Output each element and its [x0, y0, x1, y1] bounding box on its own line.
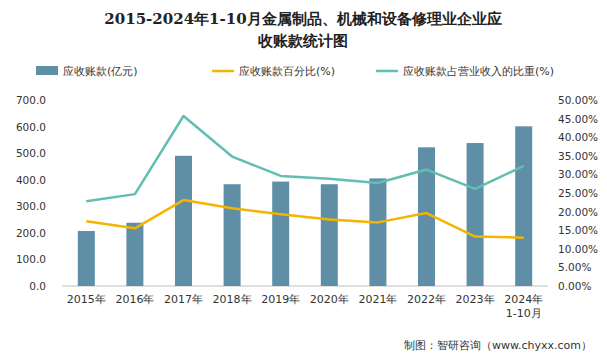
chart-title: 2015-2024年1-10月金属制品、机械和设备修理业企业应 — [104, 10, 501, 28]
x-tick-label: 1-10月 — [506, 307, 542, 320]
y-tick-label: 500.0 — [16, 147, 46, 159]
x-tick-label: 2023年 — [456, 293, 495, 306]
legend-label: 应收账款占营业收入的比重(%) — [403, 65, 554, 78]
y-tick-label: 700.0 — [16, 94, 46, 106]
legend-swatch — [212, 70, 234, 73]
y2-tick-label: 40.00% — [558, 131, 598, 143]
legend-label: 应收账款百分比(%) — [239, 65, 335, 78]
x-tick-label: 2019年 — [261, 293, 300, 306]
chart-title: 收账款统计图 — [258, 32, 348, 50]
x-tick-label: 2020年 — [310, 293, 349, 306]
y2-tick-label: 35.00% — [558, 150, 598, 162]
legend-swatch — [36, 66, 58, 75]
y2-tick-label: 10.00% — [558, 243, 598, 255]
line — [86, 116, 523, 201]
x-tick-label: 2022年 — [407, 293, 446, 306]
x-tick-label: 2018年 — [213, 293, 252, 306]
x-tick-label: 2021年 — [358, 293, 397, 306]
bar — [467, 143, 484, 286]
legend-item: 应收账款(亿元) — [36, 65, 138, 78]
y-tick-label: 600.0 — [16, 121, 46, 133]
x-tick-label: 2024年 — [504, 293, 543, 306]
y2-tick-label: 20.00% — [558, 206, 598, 218]
x-tick-label: 2017年 — [164, 293, 203, 306]
bar — [321, 184, 338, 286]
source-note: 制图：智研咨询（www.chyxx.com） — [404, 339, 592, 352]
y2-tick-label: 0.00% — [558, 280, 591, 292]
bar — [515, 126, 532, 286]
bar — [78, 231, 95, 286]
bar — [369, 178, 386, 286]
y2-tick-label: 15.00% — [558, 224, 598, 236]
x-tick-label: 2016年 — [115, 293, 154, 306]
legend-item: 应收账款占营业收入的比重(%) — [376, 65, 554, 78]
legend-swatch — [376, 70, 398, 73]
line — [86, 200, 523, 238]
bar — [126, 223, 143, 286]
bar — [272, 182, 289, 286]
y2-tick-label: 50.00% — [558, 94, 598, 106]
y-tick-label: 300.0 — [16, 200, 46, 212]
y-tick-label: 100.0 — [16, 253, 46, 265]
bar — [224, 184, 241, 286]
y-tick-label: 200.0 — [16, 227, 46, 239]
x-tick-label: 2015年 — [67, 293, 106, 306]
y2-tick-label: 25.00% — [558, 187, 598, 199]
legend-item: 应收账款百分比(%) — [212, 65, 335, 78]
y2-tick-label: 5.00% — [558, 261, 591, 273]
plot-area — [78, 116, 532, 286]
y2-tick-label: 45.00% — [558, 113, 598, 125]
bar — [175, 156, 192, 286]
y-tick-label: 400.0 — [16, 174, 46, 186]
legend-label: 应收账款(亿元) — [63, 65, 138, 78]
y2-tick-label: 30.00% — [558, 168, 598, 180]
y-tick-label: 0.0 — [29, 280, 46, 292]
